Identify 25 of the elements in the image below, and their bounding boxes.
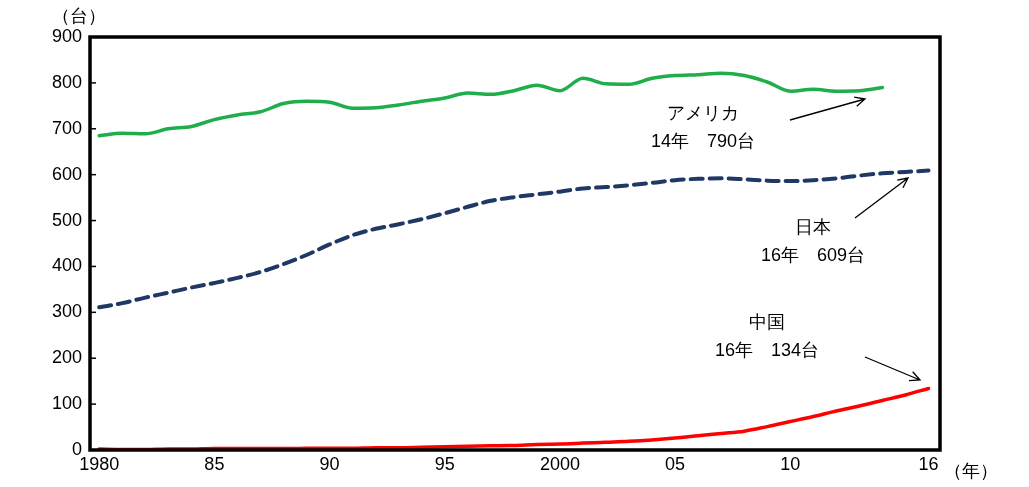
y-tick-label: 0 xyxy=(71,438,82,459)
annotation: アメリカ 14年 790台 xyxy=(650,102,756,153)
x-axis-title: （年） xyxy=(944,460,998,481)
y-tick-label: 400 xyxy=(51,255,82,276)
x-tick-label: 05 xyxy=(665,453,686,474)
y-axis-title: （台） xyxy=(52,5,106,26)
x-tick-label: 1980 xyxy=(79,453,120,474)
x-tick-label: 10 xyxy=(780,453,801,474)
y-tick-label: 200 xyxy=(51,347,82,368)
y-tick-label: 500 xyxy=(51,209,82,230)
annotation: 日本 16年 609台 xyxy=(760,216,866,267)
line-series xyxy=(97,386,931,450)
annotation: 中国 16年 134台 xyxy=(714,311,820,362)
x-tick-label: 16 xyxy=(918,453,939,474)
x-tick-label: 85 xyxy=(204,453,225,474)
y-tick-label: 800 xyxy=(51,71,82,92)
line-series xyxy=(97,168,931,310)
y-tick-label: 600 xyxy=(51,163,82,184)
y-tick-label: 900 xyxy=(51,25,82,46)
y-tick-label: 100 xyxy=(51,393,82,414)
y-tick-label: 700 xyxy=(51,117,82,138)
y-tick-label: 300 xyxy=(51,301,82,322)
x-tick-label: 90 xyxy=(319,453,340,474)
x-tick-label: 2000 xyxy=(539,453,580,474)
x-tick-label: 95 xyxy=(434,453,455,474)
